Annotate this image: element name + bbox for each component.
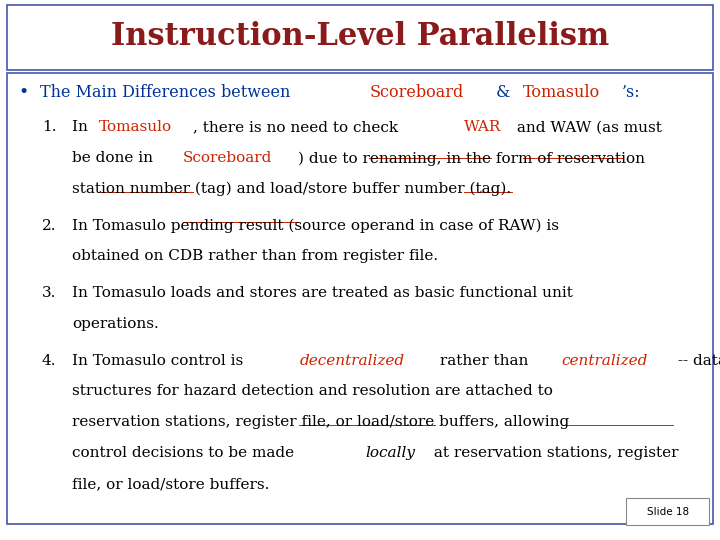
Text: &: & bbox=[491, 84, 516, 100]
Text: Slide 18: Slide 18 bbox=[647, 507, 689, 517]
FancyBboxPatch shape bbox=[7, 5, 713, 70]
Text: Instruction-Level Parallelism: Instruction-Level Parallelism bbox=[111, 21, 609, 52]
Text: at reservation stations, register: at reservation stations, register bbox=[429, 446, 679, 460]
Text: In Tomasulo pending result (source operand in case of RAW) is: In Tomasulo pending result (source opera… bbox=[72, 219, 559, 233]
Text: In Tomasulo control is: In Tomasulo control is bbox=[72, 354, 248, 368]
Text: reservation stations, register file, or load/store buffers, allowing: reservation stations, register file, or … bbox=[72, 415, 570, 429]
Text: •: • bbox=[18, 84, 28, 100]
Text: 3.: 3. bbox=[42, 286, 56, 300]
Text: operations.: operations. bbox=[72, 317, 158, 331]
Text: 1.: 1. bbox=[42, 120, 56, 134]
Text: locally: locally bbox=[365, 446, 415, 460]
Text: The Main Differences between: The Main Differences between bbox=[40, 84, 295, 100]
Text: file, or load/store buffers.: file, or load/store buffers. bbox=[72, 477, 269, 491]
Text: -- data: -- data bbox=[673, 354, 720, 368]
Text: structures for hazard detection and resolution are attached to: structures for hazard detection and reso… bbox=[72, 384, 553, 399]
Text: 2.: 2. bbox=[42, 219, 56, 233]
FancyBboxPatch shape bbox=[7, 73, 713, 524]
Text: rather than: rather than bbox=[435, 354, 533, 368]
Text: Tomasulo: Tomasulo bbox=[99, 120, 172, 134]
Text: WAR: WAR bbox=[464, 120, 501, 134]
Text: decentralized: decentralized bbox=[300, 354, 405, 368]
Text: In: In bbox=[72, 120, 93, 134]
Text: and WAW (as must: and WAW (as must bbox=[513, 120, 662, 134]
Text: control decisions to be made: control decisions to be made bbox=[72, 446, 299, 460]
Text: station number (tag) and load/store buffer number (tag).: station number (tag) and load/store buff… bbox=[72, 182, 511, 197]
Text: ) due to renaming, in the form of reservation: ) due to renaming, in the form of reserv… bbox=[298, 151, 645, 166]
Text: ’s:: ’s: bbox=[622, 84, 641, 100]
Text: centralized: centralized bbox=[562, 354, 648, 368]
Text: Tomasulo: Tomasulo bbox=[523, 84, 600, 100]
Text: be done in: be done in bbox=[72, 151, 158, 165]
FancyBboxPatch shape bbox=[626, 498, 709, 525]
Text: In Tomasulo loads and stores are treated as basic functional unit: In Tomasulo loads and stores are treated… bbox=[72, 286, 573, 300]
Text: , there is no need to check: , there is no need to check bbox=[193, 120, 403, 134]
Text: Scoreboard: Scoreboard bbox=[183, 151, 272, 165]
Text: Scoreboard: Scoreboard bbox=[369, 84, 464, 100]
Text: 4.: 4. bbox=[42, 354, 56, 368]
Text: obtained on CDB rather than from register file.: obtained on CDB rather than from registe… bbox=[72, 249, 438, 264]
